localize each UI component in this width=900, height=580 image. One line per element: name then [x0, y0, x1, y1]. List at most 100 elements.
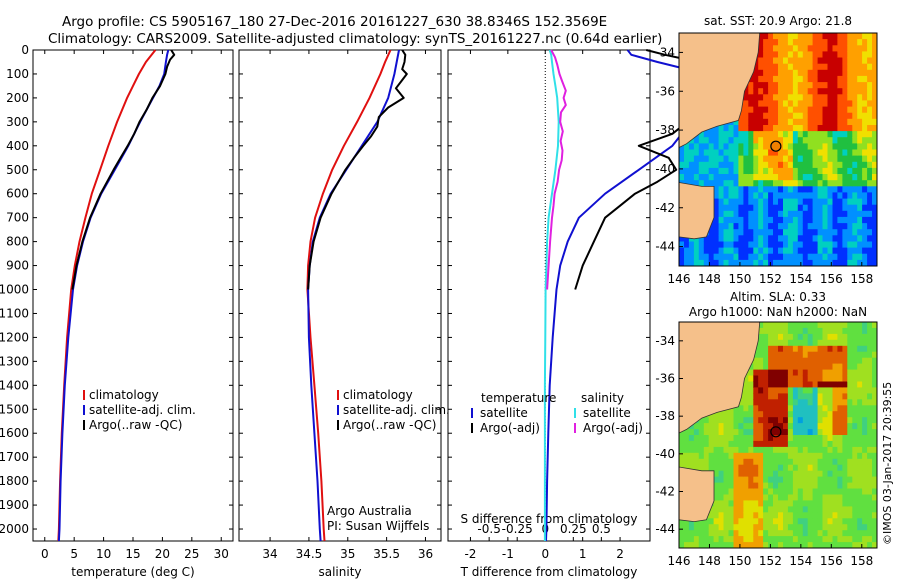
map-cell: [773, 94, 779, 101]
map-cell: [862, 216, 868, 224]
map-cell: [693, 161, 700, 169]
map-cell: [822, 322, 828, 329]
map-cell: [718, 229, 725, 236]
map-cell: [743, 381, 749, 388]
map-cell: [753, 440, 759, 448]
map-cell: [792, 476, 799, 484]
map-cell: [872, 411, 877, 418]
map-cell: [738, 161, 744, 169]
map-cell: [842, 476, 848, 484]
map-cell: [812, 387, 819, 394]
map-cell: [758, 69, 764, 77]
map-cell: [733, 458, 739, 466]
map-cell: [708, 423, 715, 430]
map-cell: [758, 530, 764, 537]
map-cell: [822, 417, 828, 424]
map-cell: [857, 464, 863, 472]
map-cell: [872, 174, 877, 181]
map-cell: [763, 387, 769, 394]
map-cell: [773, 229, 779, 236]
map-cell: [862, 94, 868, 101]
map-cell: [753, 411, 759, 418]
map-cell: [733, 143, 739, 151]
map-cell: [783, 149, 789, 157]
map-cell: [728, 512, 734, 519]
map-cell: [867, 180, 873, 187]
map-cell: [872, 186, 877, 193]
map-cell: [718, 253, 725, 261]
map-cell: [718, 488, 725, 495]
map-cell: [847, 399, 853, 406]
map-cell: [679, 429, 685, 436]
map-cell: [778, 210, 784, 218]
map-cell: [852, 118, 858, 126]
map-cell: [822, 542, 828, 548]
map-cell: [852, 69, 858, 77]
map-cell: [753, 216, 759, 224]
map-cell: [832, 63, 838, 71]
map-cell: [733, 417, 739, 424]
map-cell: [763, 393, 769, 400]
map-cell: [792, 45, 799, 52]
map-cell: [743, 417, 749, 424]
map-cell: [708, 131, 715, 138]
map-cell: [738, 216, 744, 224]
map-cell: [832, 106, 838, 114]
map-cell: [832, 423, 838, 430]
map-cell: [703, 440, 710, 448]
map-cell: [783, 223, 789, 230]
map-cell: [872, 405, 877, 412]
map-cell: [862, 458, 868, 466]
map-cell: [812, 149, 819, 157]
map-cell: [857, 143, 863, 151]
map-cell: [733, 470, 739, 478]
map-cell: [743, 106, 749, 114]
map-cell: [867, 423, 873, 430]
map-cell: [773, 494, 779, 501]
map-cell: [862, 387, 868, 394]
map-cell: [802, 417, 809, 424]
map-cell: [842, 143, 848, 151]
map-cell: [867, 458, 873, 466]
map-cell: [862, 322, 868, 329]
map-x-tick-label: 148: [698, 554, 721, 568]
map-cell: [713, 229, 720, 236]
map-cell: [773, 369, 779, 377]
map-cell: [733, 253, 739, 261]
map-cell: [837, 423, 843, 430]
map-cell: [852, 229, 858, 236]
map-cell: [817, 204, 824, 212]
map-cell: [783, 452, 789, 460]
map-cell: [852, 524, 858, 531]
map-cell: [753, 429, 759, 436]
map-cell: [758, 247, 764, 255]
map-cell: [743, 204, 749, 212]
map-cell: [713, 143, 720, 151]
map-cell: [852, 512, 858, 519]
map-x-tick-label: 152: [759, 272, 782, 286]
map-cell: [847, 125, 853, 132]
map-cell: [758, 210, 764, 218]
map-cell: [827, 435, 833, 442]
map-cell: [807, 186, 814, 193]
map-cell: [778, 75, 784, 83]
map-cell: [817, 393, 824, 400]
map-cell: [758, 411, 764, 418]
difference-panel: -2 -1 0 1 2T difference from climatology-0.5…: [447, 49, 719, 579]
map-x-tick-label: 158: [850, 554, 873, 568]
map-cell: [787, 440, 794, 448]
map-cell: [698, 452, 705, 460]
map-cell: [783, 488, 789, 495]
map-cell: [842, 94, 848, 101]
map-cell: [807, 51, 814, 59]
map-cell: [812, 417, 819, 424]
map-cell: [872, 94, 877, 101]
map-cell: [812, 118, 819, 126]
map-cell: [817, 198, 824, 206]
map-cell: [728, 411, 734, 418]
map-cell: [822, 137, 828, 144]
map-cell: [862, 180, 868, 187]
map-cell: [792, 536, 799, 543]
map-cell: [787, 69, 794, 77]
map-cell: [857, 186, 863, 193]
